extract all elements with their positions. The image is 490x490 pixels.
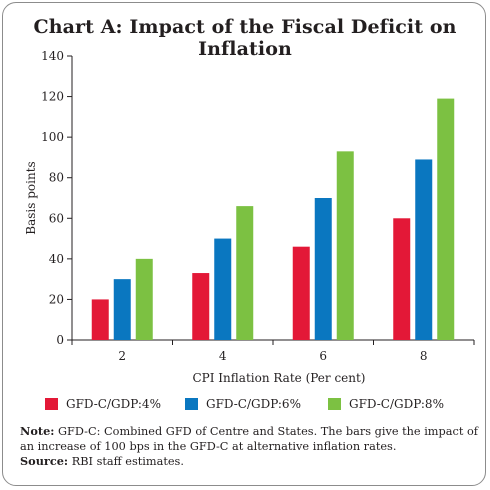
bar-series-3-cat-8 (437, 98, 455, 340)
y-tick-label: 100 (41, 130, 64, 144)
source-text: RBI staff estimates. (71, 455, 184, 468)
chart-bars (91, 98, 455, 340)
legend-swatch-gfd4 (45, 398, 58, 410)
chart-frame (2, 2, 486, 486)
bar-series-3-cat-4 (236, 206, 254, 340)
bar-series-1-cat-4 (192, 273, 210, 340)
bar-series-1-cat-6 (292, 246, 310, 340)
legend-swatch-gfd8 (328, 398, 341, 410)
bar-series-2-cat-6 (314, 198, 332, 340)
chart-title: Chart A: Impact of the Fiscal Deficit on… (33, 16, 457, 60)
x-tick-label: 2 (118, 349, 126, 363)
note-line: Note: GFD-C: Combined GFD of Centre and … (20, 424, 478, 454)
x-tick-label: 4 (219, 349, 227, 363)
y-tick-label: 20 (49, 292, 64, 306)
legend-label-gfd4: GFD-C/GDP:4% (66, 397, 161, 411)
x-tick-label: 8 (420, 349, 428, 363)
bar-series-1-cat-8 (393, 218, 411, 340)
bar-series-3-cat-2 (135, 258, 153, 340)
chart-notes: Note: GFD-C: Combined GFD of Centre and … (20, 424, 478, 469)
y-tick-label: 140 (41, 49, 64, 63)
y-tick-label: 40 (49, 252, 64, 266)
source-line: Source: RBI staff estimates. (20, 454, 478, 469)
bar-series-2-cat-2 (113, 279, 131, 340)
bar-series-1-cat-2 (91, 299, 109, 340)
source-label: Source: (20, 454, 69, 468)
y-axis-title: Basis points (24, 161, 38, 234)
bar-series-2-cat-8 (415, 159, 433, 340)
y-tick-label: 60 (49, 211, 64, 225)
y-tick-label: 120 (41, 90, 64, 104)
y-tick-label: 0 (56, 333, 64, 347)
chart-legend: GFD-C/GDP:4% GFD-C/GDP:6% GFD-C/GDP:8% (0, 397, 490, 417)
legend-swatch-gfd6 (185, 398, 198, 410)
bar-series-2-cat-4 (214, 238, 232, 340)
note-text: GFD-C: Combined GFD of Centre and States… (20, 425, 478, 453)
chart-labels: 0 20 40 60 80 100 120 140 2 4 6 8 CPI Inflation Rate… (24, 49, 428, 385)
bar-chart: 0 20 40 60 80 100 120 140 2 4 6 8 CPI Inflation Rate… (24, 49, 475, 385)
legend-label-gfd6: GFD-C/GDP:6% (206, 397, 301, 411)
legend-item-gfd6: GFD-C/GDP:6% (185, 397, 301, 411)
note-label: Note: (20, 424, 55, 438)
x-axis-title: CPI Inflation Rate (Per cent) (193, 371, 366, 385)
legend-item-gfd4: GFD-C/GDP:4% (45, 397, 161, 411)
bar-series-3-cat-6 (336, 151, 354, 340)
legend-label-gfd8: GFD-C/GDP:8% (349, 397, 444, 411)
legend-item-gfd8: GFD-C/GDP:8% (328, 397, 444, 411)
x-tick-label: 6 (319, 349, 327, 363)
y-tick-label: 80 (49, 171, 64, 185)
